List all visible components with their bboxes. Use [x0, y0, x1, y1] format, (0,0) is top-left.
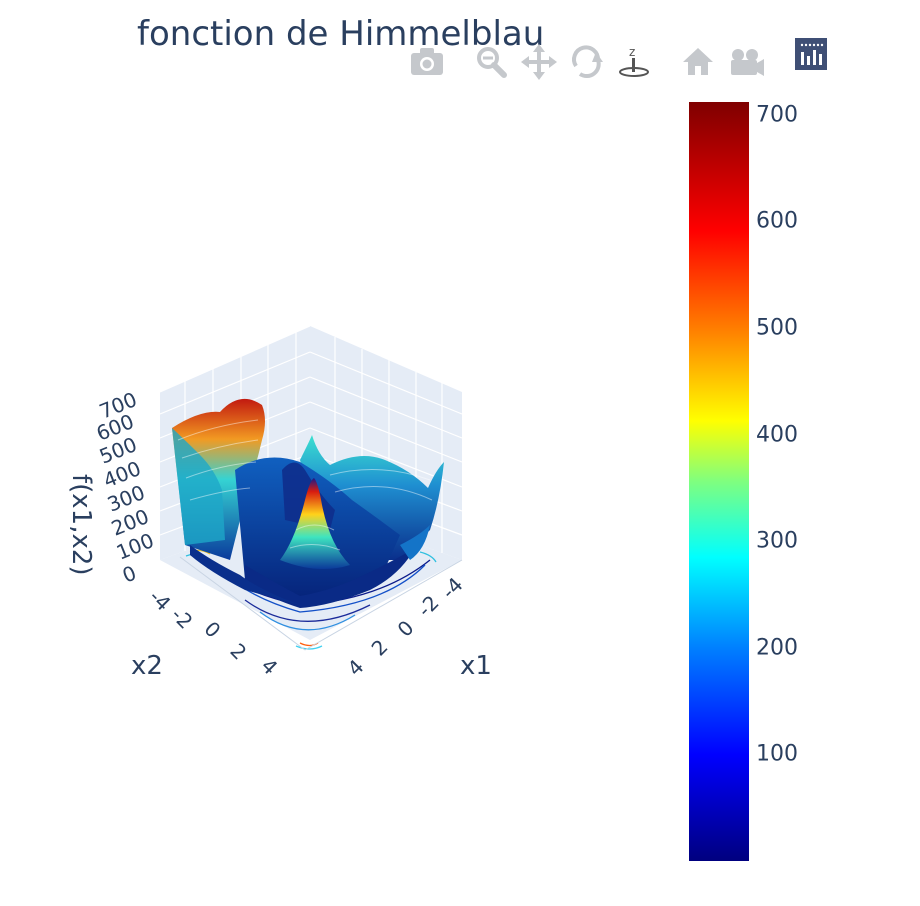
colorbar	[689, 102, 749, 861]
pan-icon[interactable]	[521, 44, 557, 80]
orbit-rotation-icon[interactable]	[572, 45, 603, 78]
colorbar-tick-label: 300	[756, 528, 798, 554]
x1-tick-label: -4	[437, 572, 468, 603]
z-axis-ticks: 0 100 200 300 400 500 600 700	[93, 387, 157, 588]
x1-tick-label: -2	[413, 590, 444, 621]
colorbar-tick-label: 700	[756, 102, 798, 128]
scene-axes	[179, 556, 463, 651]
x1-tick-label: 4	[343, 655, 369, 681]
chart-title: fonction de Himmelblau	[137, 14, 544, 54]
chart-title-text: fonction de Himmelblau	[137, 14, 545, 54]
camera-movie-icon[interactable]	[731, 49, 764, 76]
colorbar-tick-label: 100	[756, 741, 798, 767]
x2-tick-label: 2	[225, 639, 251, 665]
svg-text:z: z	[629, 45, 635, 59]
colorbar-tick-label: 400	[756, 422, 798, 448]
x2-tick-label: 4	[256, 654, 282, 680]
colorbar-tick-label: 500	[756, 315, 798, 341]
colorbar-tick-label: 600	[756, 208, 798, 234]
x2-tick-label: 0	[199, 617, 225, 643]
x1-tick-label: 2	[367, 635, 393, 661]
x1-tick-label: 0	[393, 616, 419, 642]
x1-axis-title: x1	[460, 651, 492, 681]
plotly-logo-icon[interactable]	[795, 38, 827, 70]
camera-icon[interactable]	[411, 48, 443, 75]
x2-tick-label: -4	[144, 585, 175, 616]
himmelblau-surface	[172, 398, 444, 608]
modebar: z	[411, 38, 827, 80]
x2-tick-label: -2	[166, 603, 197, 634]
x2-axis-title: x2	[131, 651, 163, 681]
turntable-rotation-icon[interactable]: z	[619, 45, 649, 77]
zoom-icon[interactable]	[477, 47, 507, 78]
colorbar-tick-label: 200	[756, 635, 798, 661]
z-tick-label: 0	[119, 561, 140, 588]
x2-axis-title-text: x2	[131, 651, 163, 681]
reset-camera-icon[interactable]	[683, 48, 713, 75]
z-tick-label: 700	[96, 387, 140, 424]
z-axis-title-text: f(x1,x2)	[66, 474, 96, 576]
x1-axis-title-text: x1	[460, 651, 492, 681]
z-axis-title: f(x1,x2)	[66, 474, 96, 576]
